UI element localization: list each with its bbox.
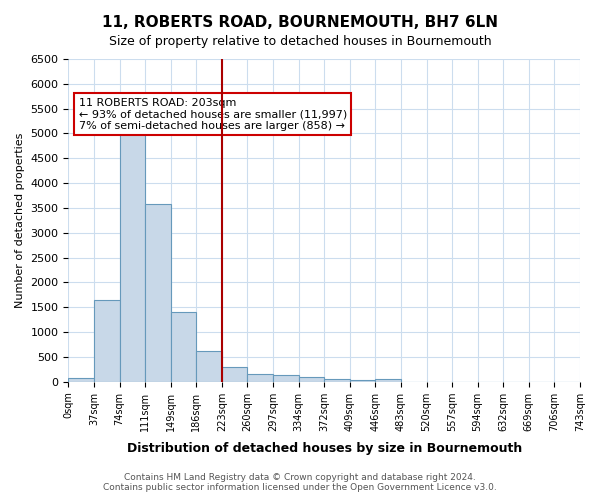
Bar [350, 380, 376, 382]
Bar [273, 375, 299, 382]
Bar [376, 379, 401, 382]
Bar [324, 379, 350, 382]
Text: Size of property relative to detached houses in Bournemouth: Size of property relative to detached ho… [109, 35, 491, 48]
Bar [119, 131, 145, 382]
Bar [68, 378, 94, 382]
Bar [94, 300, 119, 382]
Y-axis label: Number of detached properties: Number of detached properties [15, 132, 25, 308]
Bar [145, 204, 171, 382]
X-axis label: Distribution of detached houses by size in Bournemouth: Distribution of detached houses by size … [127, 442, 522, 455]
Text: Contains public sector information licensed under the Open Government Licence v3: Contains public sector information licen… [103, 484, 497, 492]
Text: 11 ROBERTS ROAD: 203sqm
← 93% of detached houses are smaller (11,997)
7% of semi: 11 ROBERTS ROAD: 203sqm ← 93% of detache… [79, 98, 347, 131]
Text: 11, ROBERTS ROAD, BOURNEMOUTH, BH7 6LN: 11, ROBERTS ROAD, BOURNEMOUTH, BH7 6LN [102, 15, 498, 30]
Bar [247, 374, 273, 382]
Bar [196, 350, 222, 382]
Bar [299, 377, 324, 382]
Text: Contains HM Land Registry data © Crown copyright and database right 2024.: Contains HM Land Registry data © Crown c… [124, 474, 476, 482]
Bar [171, 312, 196, 382]
Bar [222, 367, 247, 382]
